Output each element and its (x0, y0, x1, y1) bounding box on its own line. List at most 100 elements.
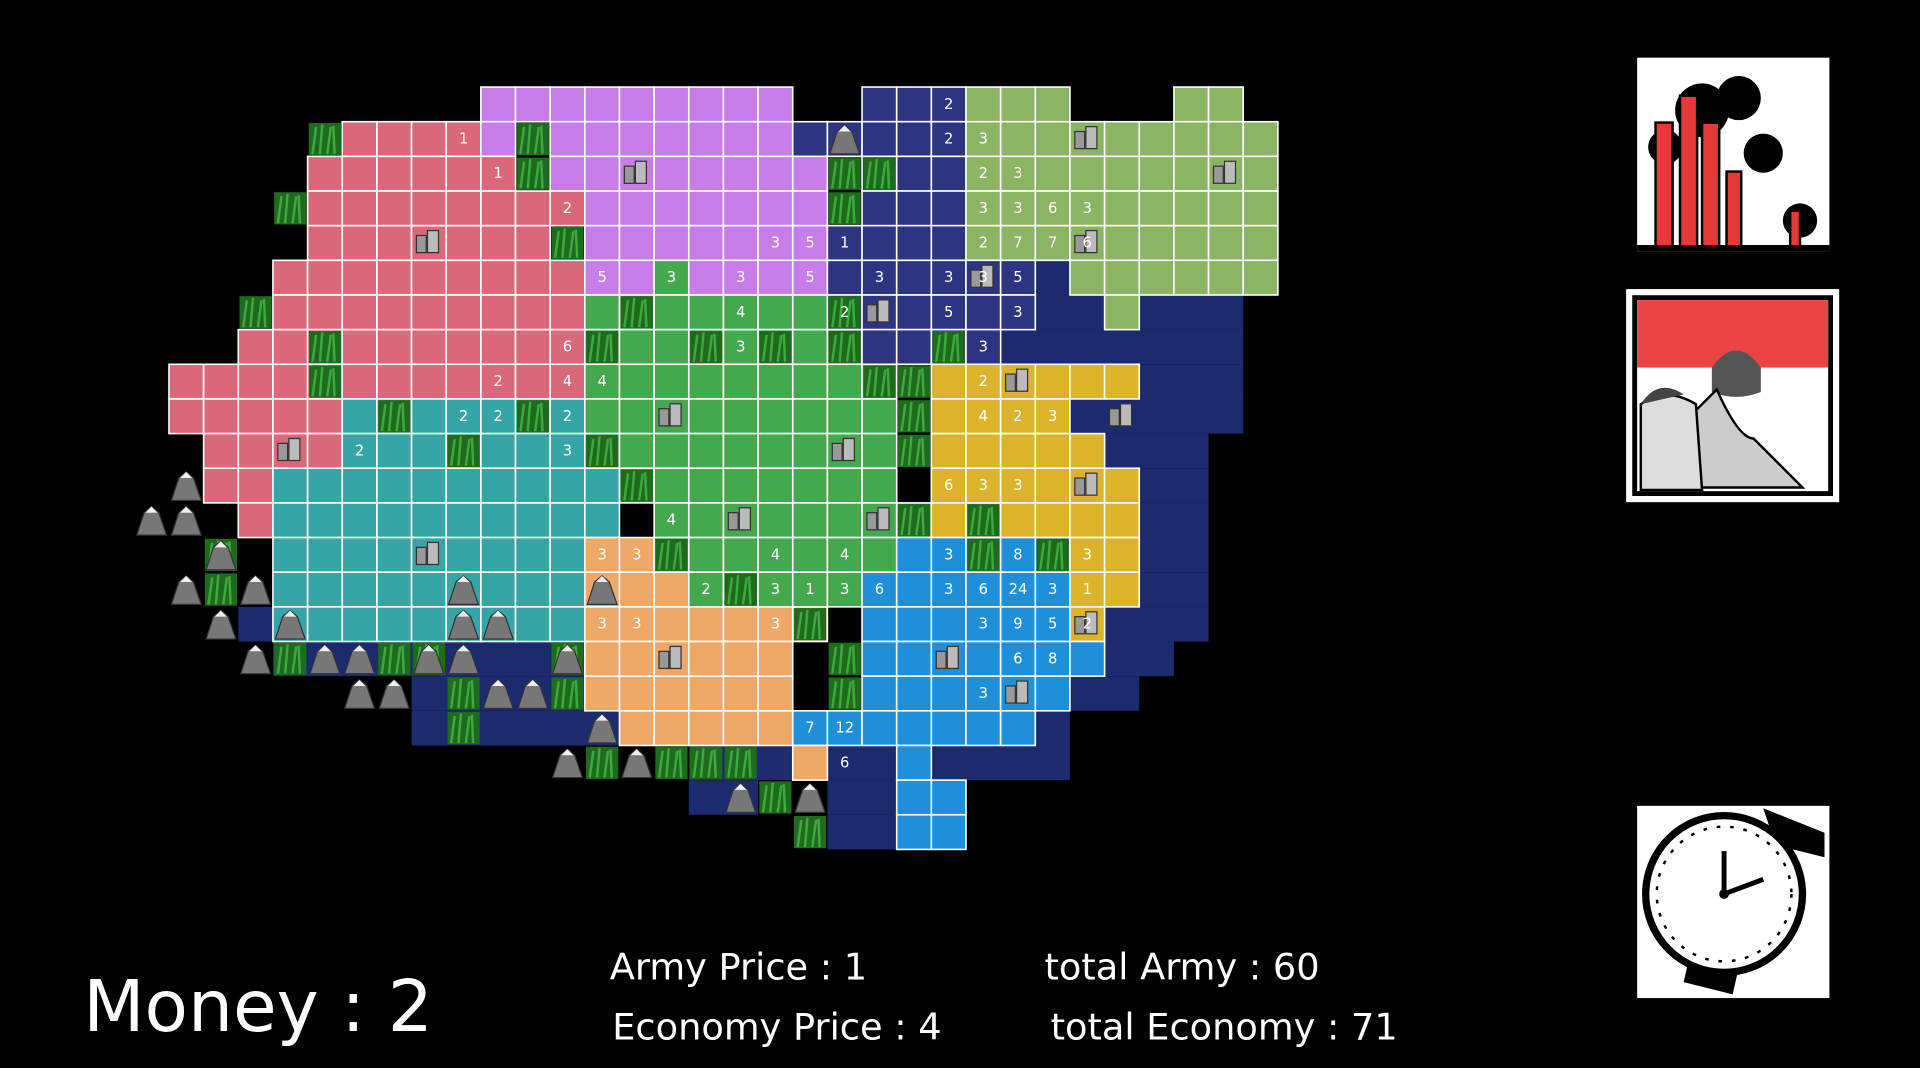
grass-tile (655, 746, 688, 779)
map-tile (549, 467, 586, 504)
map-tile (687, 259, 725, 296)
building (935, 650, 947, 670)
map-tile (861, 710, 898, 747)
snow (457, 575, 470, 582)
map-tile (306, 155, 344, 192)
map-tile (480, 190, 517, 227)
map-tile (1103, 571, 1141, 608)
mountain (239, 644, 272, 675)
economy-button[interactable] (1637, 57, 1830, 252)
mountain (447, 644, 480, 675)
map-tile (410, 432, 448, 470)
map-tile (514, 536, 551, 573)
grass-tile (690, 330, 723, 364)
army-button[interactable] (1626, 289, 1840, 503)
map-tile (549, 432, 586, 470)
cell-number: 4 (840, 546, 849, 563)
map-tile (618, 259, 655, 296)
grass-blades (796, 609, 821, 640)
map-tile (272, 363, 309, 400)
cell-number: 5 (597, 269, 606, 286)
mountain-tile (378, 679, 410, 709)
end-turn-button[interactable] (1637, 805, 1830, 999)
mountain (135, 505, 168, 536)
cell-number: 4 (736, 304, 745, 321)
grass-tile (447, 677, 480, 710)
building (1108, 408, 1120, 427)
map-tile (480, 328, 517, 366)
cell-number: 6 (979, 581, 988, 598)
grass-blades (311, 332, 336, 363)
map-tile (1069, 155, 1106, 192)
map-tile (791, 467, 829, 504)
map-tile (757, 294, 794, 331)
grass-tile (516, 157, 549, 190)
building (669, 645, 682, 670)
map-tile (999, 432, 1037, 470)
mountain-tile (205, 540, 237, 571)
grass-blades (623, 470, 648, 501)
snow (803, 783, 816, 790)
map-tile (757, 710, 794, 747)
grass-tile (897, 504, 931, 537)
map-tile (1173, 155, 1210, 192)
map-tile (341, 467, 378, 504)
cell-number: 3 (979, 131, 988, 148)
map-tile (272, 571, 309, 608)
map-tile (1242, 190, 1279, 227)
map-tile (791, 710, 829, 747)
building (1074, 234, 1086, 254)
map-tile (861, 571, 898, 608)
grass-tile (897, 434, 931, 468)
map-tile (791, 155, 829, 192)
mountain (170, 575, 203, 606)
mountain-tile (170, 575, 203, 606)
map-tile (965, 363, 1002, 400)
mountain-tile (447, 575, 480, 606)
cell-number: 24 (1009, 581, 1028, 598)
grass-blades (831, 644, 856, 674)
building (634, 160, 648, 184)
mountain (343, 644, 376, 675)
map-tile (410, 120, 448, 158)
cell-number: 3 (632, 616, 641, 633)
map-tile (687, 675, 725, 712)
territories (168, 86, 1279, 851)
cell-number: 3 (979, 269, 988, 286)
map-tile (1103, 155, 1141, 192)
map-tile (376, 190, 413, 227)
map-tile (757, 363, 794, 400)
map-tile (514, 328, 551, 366)
map-tile (757, 432, 794, 470)
snow (734, 783, 747, 790)
map-tile (480, 571, 517, 608)
map-tile (653, 328, 690, 366)
map-tile (653, 120, 690, 158)
city-tile (658, 403, 682, 427)
map-tile (930, 190, 967, 227)
map-tile (1069, 432, 1106, 470)
city-tile (831, 437, 855, 462)
map-tile (514, 259, 551, 296)
mountain (378, 679, 410, 709)
grass-blades (519, 401, 544, 432)
building (1085, 472, 1098, 496)
map-tile (445, 259, 482, 296)
mountain-tile (482, 609, 514, 640)
map-tile (722, 640, 759, 677)
map-tile (168, 398, 205, 435)
grass-blades (380, 644, 406, 674)
map-tile (930, 432, 967, 470)
terrain (135, 122, 1237, 849)
city-tile (1108, 403, 1133, 427)
map-tile (999, 86, 1037, 123)
map-tile (1138, 155, 1175, 192)
map-tile (757, 120, 794, 158)
grass-blades (831, 193, 856, 224)
map-tile (584, 224, 621, 262)
mountain (482, 609, 514, 640)
map-tile (791, 536, 829, 573)
grass-blades (692, 748, 717, 778)
cell-number: 3 (1013, 477, 1022, 494)
